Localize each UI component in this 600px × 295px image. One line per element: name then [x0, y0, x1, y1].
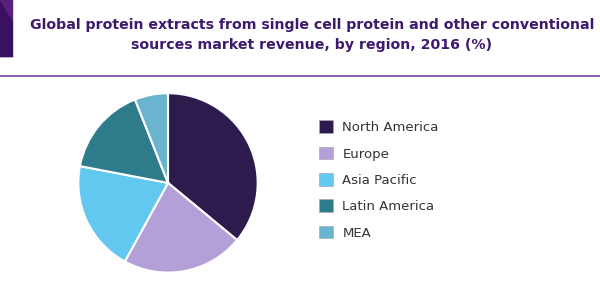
Polygon shape — [0, 0, 13, 22]
FancyBboxPatch shape — [0, 0, 13, 57]
Wedge shape — [125, 183, 237, 273]
Legend: North America, Europe, Asia Pacific, Latin America, MEA: North America, Europe, Asia Pacific, Lat… — [319, 120, 439, 240]
Wedge shape — [135, 93, 168, 183]
Wedge shape — [168, 93, 257, 240]
Wedge shape — [80, 99, 168, 183]
Text: Global protein extracts from single cell protein and other conventional
sources : Global protein extracts from single cell… — [30, 18, 594, 52]
Wedge shape — [79, 166, 168, 261]
Polygon shape — [0, 0, 13, 57]
